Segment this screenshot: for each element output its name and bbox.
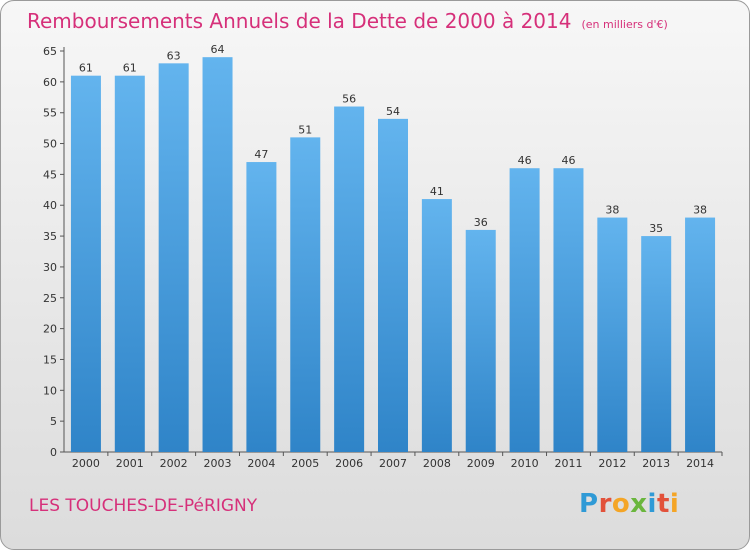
logo-letter: P	[579, 489, 599, 519]
unit-label: (en milliers d'€)	[581, 18, 668, 31]
y-tick-label: 55	[43, 107, 57, 120]
x-tick-label: 2012	[598, 457, 626, 470]
logo-letter: x	[630, 489, 648, 519]
bar	[334, 106, 365, 453]
bar-value-label: 35	[649, 222, 663, 235]
bar	[158, 63, 189, 452]
bar	[597, 217, 628, 452]
bar-value-label: 47	[254, 148, 268, 161]
x-tick-label: 2014	[686, 457, 714, 470]
bar-value-label: 61	[123, 62, 137, 75]
logo-letter: i	[669, 489, 680, 519]
x-tick-label: 2010	[511, 457, 539, 470]
proxiti-logo: Proxiti	[579, 489, 679, 519]
bar-value-label: 51	[298, 123, 312, 136]
logo-letter: o	[611, 489, 631, 519]
bar	[70, 75, 101, 452]
y-tick-label: 5	[50, 415, 57, 428]
bar-value-label: 54	[386, 105, 400, 118]
commune-name: LES TOUCHES-DE-PéRIGNY	[29, 496, 258, 516]
chart-title: Remboursements Annuels de la Dette de 20…	[27, 9, 668, 33]
logo-letter: i	[647, 489, 657, 519]
x-tick-label: 2006	[335, 457, 363, 470]
y-tick-label: 0	[50, 446, 57, 459]
bar-value-label: 46	[518, 154, 532, 167]
bar	[202, 57, 233, 453]
bar-value-label: 38	[605, 204, 619, 217]
x-tick-label: 2008	[423, 457, 451, 470]
logo-letter: t	[656, 489, 670, 519]
bar	[246, 162, 277, 453]
y-tick-label: 45	[43, 168, 57, 181]
y-tick-label: 15	[43, 353, 57, 366]
y-tick-label: 20	[43, 323, 57, 336]
y-tick-label: 10	[43, 384, 57, 397]
x-tick-label: 2009	[467, 457, 495, 470]
bar-value-label: 46	[561, 154, 575, 167]
x-tick-label: 2001	[116, 457, 144, 470]
x-tick-label: 2000	[72, 457, 100, 470]
bar	[465, 229, 496, 452]
x-tick-label: 2005	[291, 457, 319, 470]
y-tick-label: 65	[43, 45, 57, 58]
y-tick-label: 25	[43, 292, 57, 305]
logo-letter: r	[598, 489, 612, 519]
bar-value-label: 36	[474, 216, 488, 229]
title-text: Remboursements Annuels de la Dette de 20…	[27, 9, 572, 33]
y-tick-label: 40	[43, 199, 57, 212]
x-tick-label: 2004	[247, 457, 275, 470]
bar-value-label: 41	[430, 185, 444, 198]
bar	[509, 168, 540, 452]
x-tick-label: 2011	[554, 457, 582, 470]
bar	[685, 217, 716, 452]
bar	[641, 236, 672, 452]
bar-value-label: 38	[693, 204, 707, 217]
y-tick-label: 30	[43, 261, 57, 274]
y-tick-label: 60	[43, 76, 57, 89]
y-tick-label: 50	[43, 138, 57, 151]
y-tick-label: 35	[43, 230, 57, 243]
bar-value-label: 63	[167, 49, 181, 62]
x-tick-label: 2002	[160, 457, 188, 470]
x-tick-label: 2003	[204, 457, 232, 470]
bar	[378, 118, 408, 452]
bar	[290, 137, 321, 452]
bar	[114, 75, 145, 452]
x-tick-label: 2013	[642, 457, 670, 470]
bar-value-label: 61	[79, 62, 93, 75]
bar	[421, 199, 452, 452]
x-tick-label: 2007	[379, 457, 407, 470]
bar-value-label: 64	[211, 43, 225, 56]
bar	[553, 168, 584, 452]
bar-value-label: 56	[342, 93, 356, 106]
